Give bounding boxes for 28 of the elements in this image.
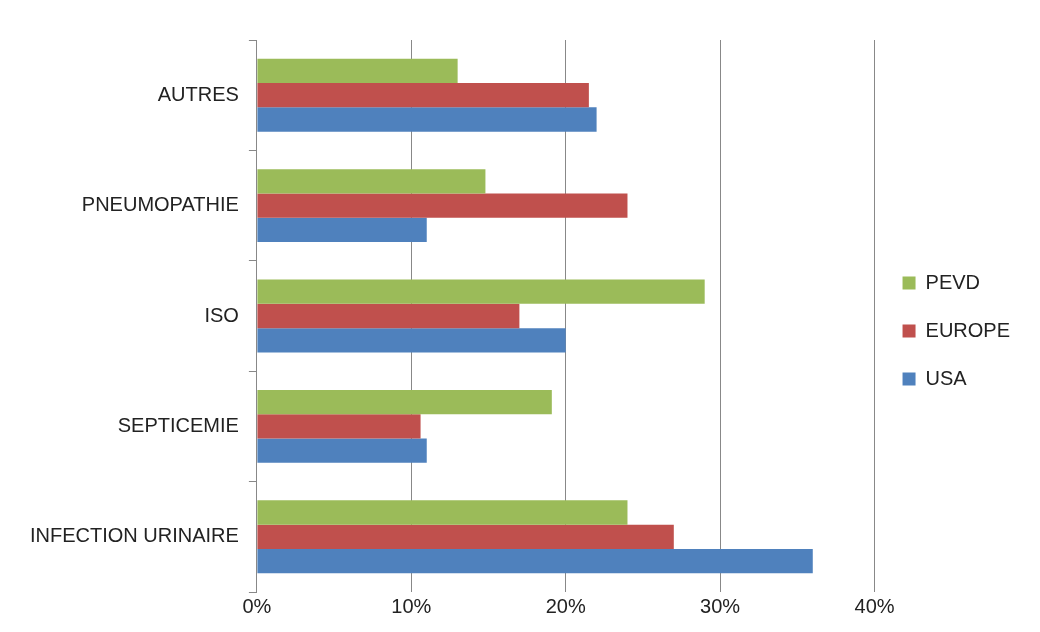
bar bbox=[257, 303, 520, 329]
y-tick-label: AUTRES bbox=[157, 82, 239, 105]
legend-label: EUROPE bbox=[925, 318, 1011, 341]
x-tick-label: 30% bbox=[700, 594, 741, 617]
y-tick-label: SEPTICEMIE bbox=[117, 413, 239, 436]
bar bbox=[257, 169, 486, 194]
legend-label: PEVD bbox=[925, 270, 981, 293]
bar bbox=[257, 58, 458, 84]
bar bbox=[257, 524, 674, 549]
bar bbox=[257, 83, 589, 108]
bar bbox=[257, 500, 628, 525]
y-tick-label: PNEUMOPATHIE bbox=[81, 193, 239, 216]
y-tick-label: ISO bbox=[204, 303, 239, 326]
x-tick-label: 20% bbox=[545, 594, 586, 617]
x-tick-label: 10% bbox=[391, 594, 432, 617]
bar bbox=[257, 328, 566, 353]
bar bbox=[257, 548, 813, 574]
bar bbox=[257, 217, 427, 243]
bar bbox=[257, 279, 705, 304]
legend-label: USA bbox=[925, 366, 968, 389]
bar bbox=[257, 107, 597, 132]
bar bbox=[257, 414, 421, 439]
bar bbox=[257, 389, 552, 415]
x-tick-label: 0% bbox=[242, 594, 272, 617]
x-tick-label: 40% bbox=[854, 594, 895, 617]
bar bbox=[257, 193, 628, 218]
bar bbox=[257, 438, 427, 463]
y-tick-label: INFECTION URINAIRE bbox=[29, 524, 239, 547]
